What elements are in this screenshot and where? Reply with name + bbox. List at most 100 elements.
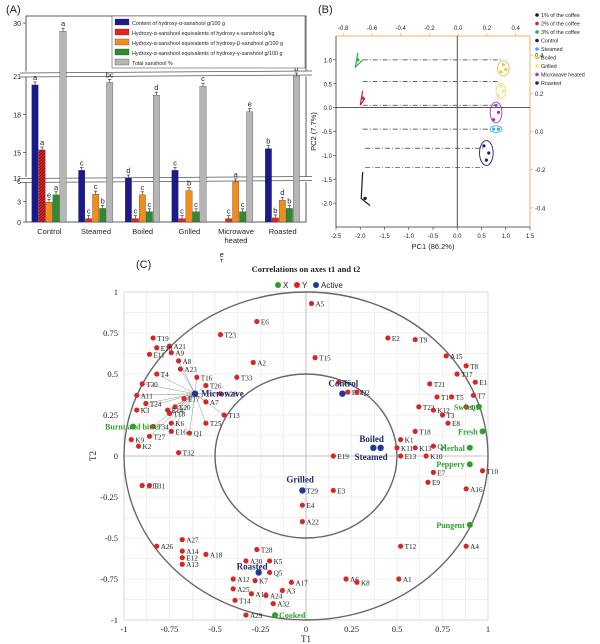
y-tick-label: -0.25 xyxy=(100,492,118,502)
variable-point xyxy=(299,502,305,508)
variable-point xyxy=(243,612,249,618)
variable-label: T18 xyxy=(419,428,431,436)
leader-line xyxy=(152,393,196,427)
significance-label: e xyxy=(47,190,51,199)
variable-label: E19 xyxy=(337,453,349,461)
axis-break-gap xyxy=(20,71,312,77)
variable-label: E14 xyxy=(172,407,184,415)
variable-label: A17 xyxy=(295,579,308,587)
variable-label: T3 xyxy=(447,412,455,420)
variable-point xyxy=(398,543,404,549)
significance-label: c xyxy=(87,207,91,216)
variable-label: T16 xyxy=(201,374,213,382)
group-ellipse xyxy=(489,101,503,124)
y-tick-label: -1.5 xyxy=(322,178,333,184)
y-tick-label: 0.75 xyxy=(103,328,118,338)
variable-point xyxy=(343,576,349,582)
variable-label: A32 xyxy=(277,601,290,609)
treatment-point xyxy=(339,390,346,397)
sensory-point xyxy=(466,461,473,468)
variable-point xyxy=(232,597,238,603)
sensory-label: Herbal xyxy=(441,444,466,453)
variable-label: E16 xyxy=(175,428,187,436)
leader-line xyxy=(194,393,225,416)
variable-point xyxy=(430,443,436,449)
variable-point xyxy=(434,394,440,400)
variable-point xyxy=(154,543,160,549)
variable-label: A9 xyxy=(175,350,184,358)
y-tick-label: 1.0 xyxy=(324,58,333,64)
variable-label: K13 xyxy=(419,445,432,453)
bar xyxy=(125,177,132,223)
y-tick-label: 0.5 xyxy=(107,369,118,379)
legend-entry: Content of hydroxy-α-sanshool g/100 g xyxy=(132,21,225,27)
significance-label: b xyxy=(273,206,277,215)
variable-label: T26 xyxy=(210,382,222,390)
category-label: heated xyxy=(225,236,248,245)
legend-swatch xyxy=(114,58,130,66)
legend-entry: Roasted xyxy=(541,81,561,87)
variable-point xyxy=(221,412,227,418)
significance-label: b xyxy=(287,196,291,205)
variable-label: Q1 xyxy=(194,430,203,438)
category-label: Boiled xyxy=(132,227,153,236)
variable-label: A26 xyxy=(161,543,174,551)
variable-label: T8 xyxy=(470,363,478,371)
legend-entry: 3% of the coffee xyxy=(541,30,580,36)
correlation-circle xyxy=(214,373,398,539)
bar xyxy=(153,94,160,223)
variable-point xyxy=(330,487,336,494)
variable-label: T24 xyxy=(150,401,162,409)
variable-point xyxy=(252,578,258,584)
bar xyxy=(139,194,146,223)
variable-point xyxy=(445,420,451,426)
variable-label: T34 xyxy=(157,423,169,431)
legend-swatch xyxy=(114,28,130,36)
legend-marker xyxy=(535,55,539,60)
score-point xyxy=(356,58,360,62)
x-tick-label: 0 xyxy=(304,624,308,634)
variable-label: E13 xyxy=(405,453,417,461)
legend-box xyxy=(111,15,306,69)
variable-point xyxy=(168,428,174,434)
x-tick-label: 1.0 xyxy=(502,234,511,240)
bar xyxy=(232,181,240,223)
variable-label: T25 xyxy=(210,420,222,428)
score-point xyxy=(504,67,508,72)
y-tick-label: -2.0 xyxy=(322,202,333,208)
variable-label: A7 xyxy=(210,399,219,407)
variable-label: T31 xyxy=(153,483,165,491)
x-tick-label: -1.0 xyxy=(404,234,415,240)
variable-point xyxy=(203,420,209,426)
variable-point xyxy=(479,468,486,474)
legend-entry: Total sanshool % xyxy=(132,61,173,67)
significance-label: c xyxy=(180,207,184,216)
treatment-point xyxy=(255,569,262,576)
y-tick-label: 1 xyxy=(114,287,118,297)
treatment-label: Steamed xyxy=(355,452,388,462)
right-tick-label: 0.0 xyxy=(535,130,544,136)
variable-label: A2 xyxy=(257,360,266,368)
variable-label: E10 xyxy=(161,345,173,353)
leader-line xyxy=(178,360,196,394)
variable-point xyxy=(203,399,209,405)
variable-point xyxy=(463,543,469,549)
variable-label: Q3 xyxy=(470,404,479,412)
score-point xyxy=(487,151,491,155)
score-point xyxy=(494,103,498,107)
correlation-circle-panel: Correlations on axes t1 and t2 X Y Active -1… xyxy=(88,264,499,644)
variable-label: K3 xyxy=(141,407,150,415)
bar xyxy=(52,194,60,223)
variable-point xyxy=(425,479,431,485)
y-tick-label: -0.5 xyxy=(105,533,118,543)
variable-point xyxy=(430,469,436,475)
variable-point xyxy=(312,355,318,361)
correlation-circle xyxy=(123,291,489,621)
variable-label: T9 xyxy=(419,337,427,345)
bar xyxy=(99,208,107,223)
x-tick-label: -1.5 xyxy=(379,234,390,240)
variable-point xyxy=(154,371,160,377)
variable-label: E12 xyxy=(186,555,198,563)
leader-line xyxy=(171,393,196,432)
variable-point xyxy=(336,379,342,385)
